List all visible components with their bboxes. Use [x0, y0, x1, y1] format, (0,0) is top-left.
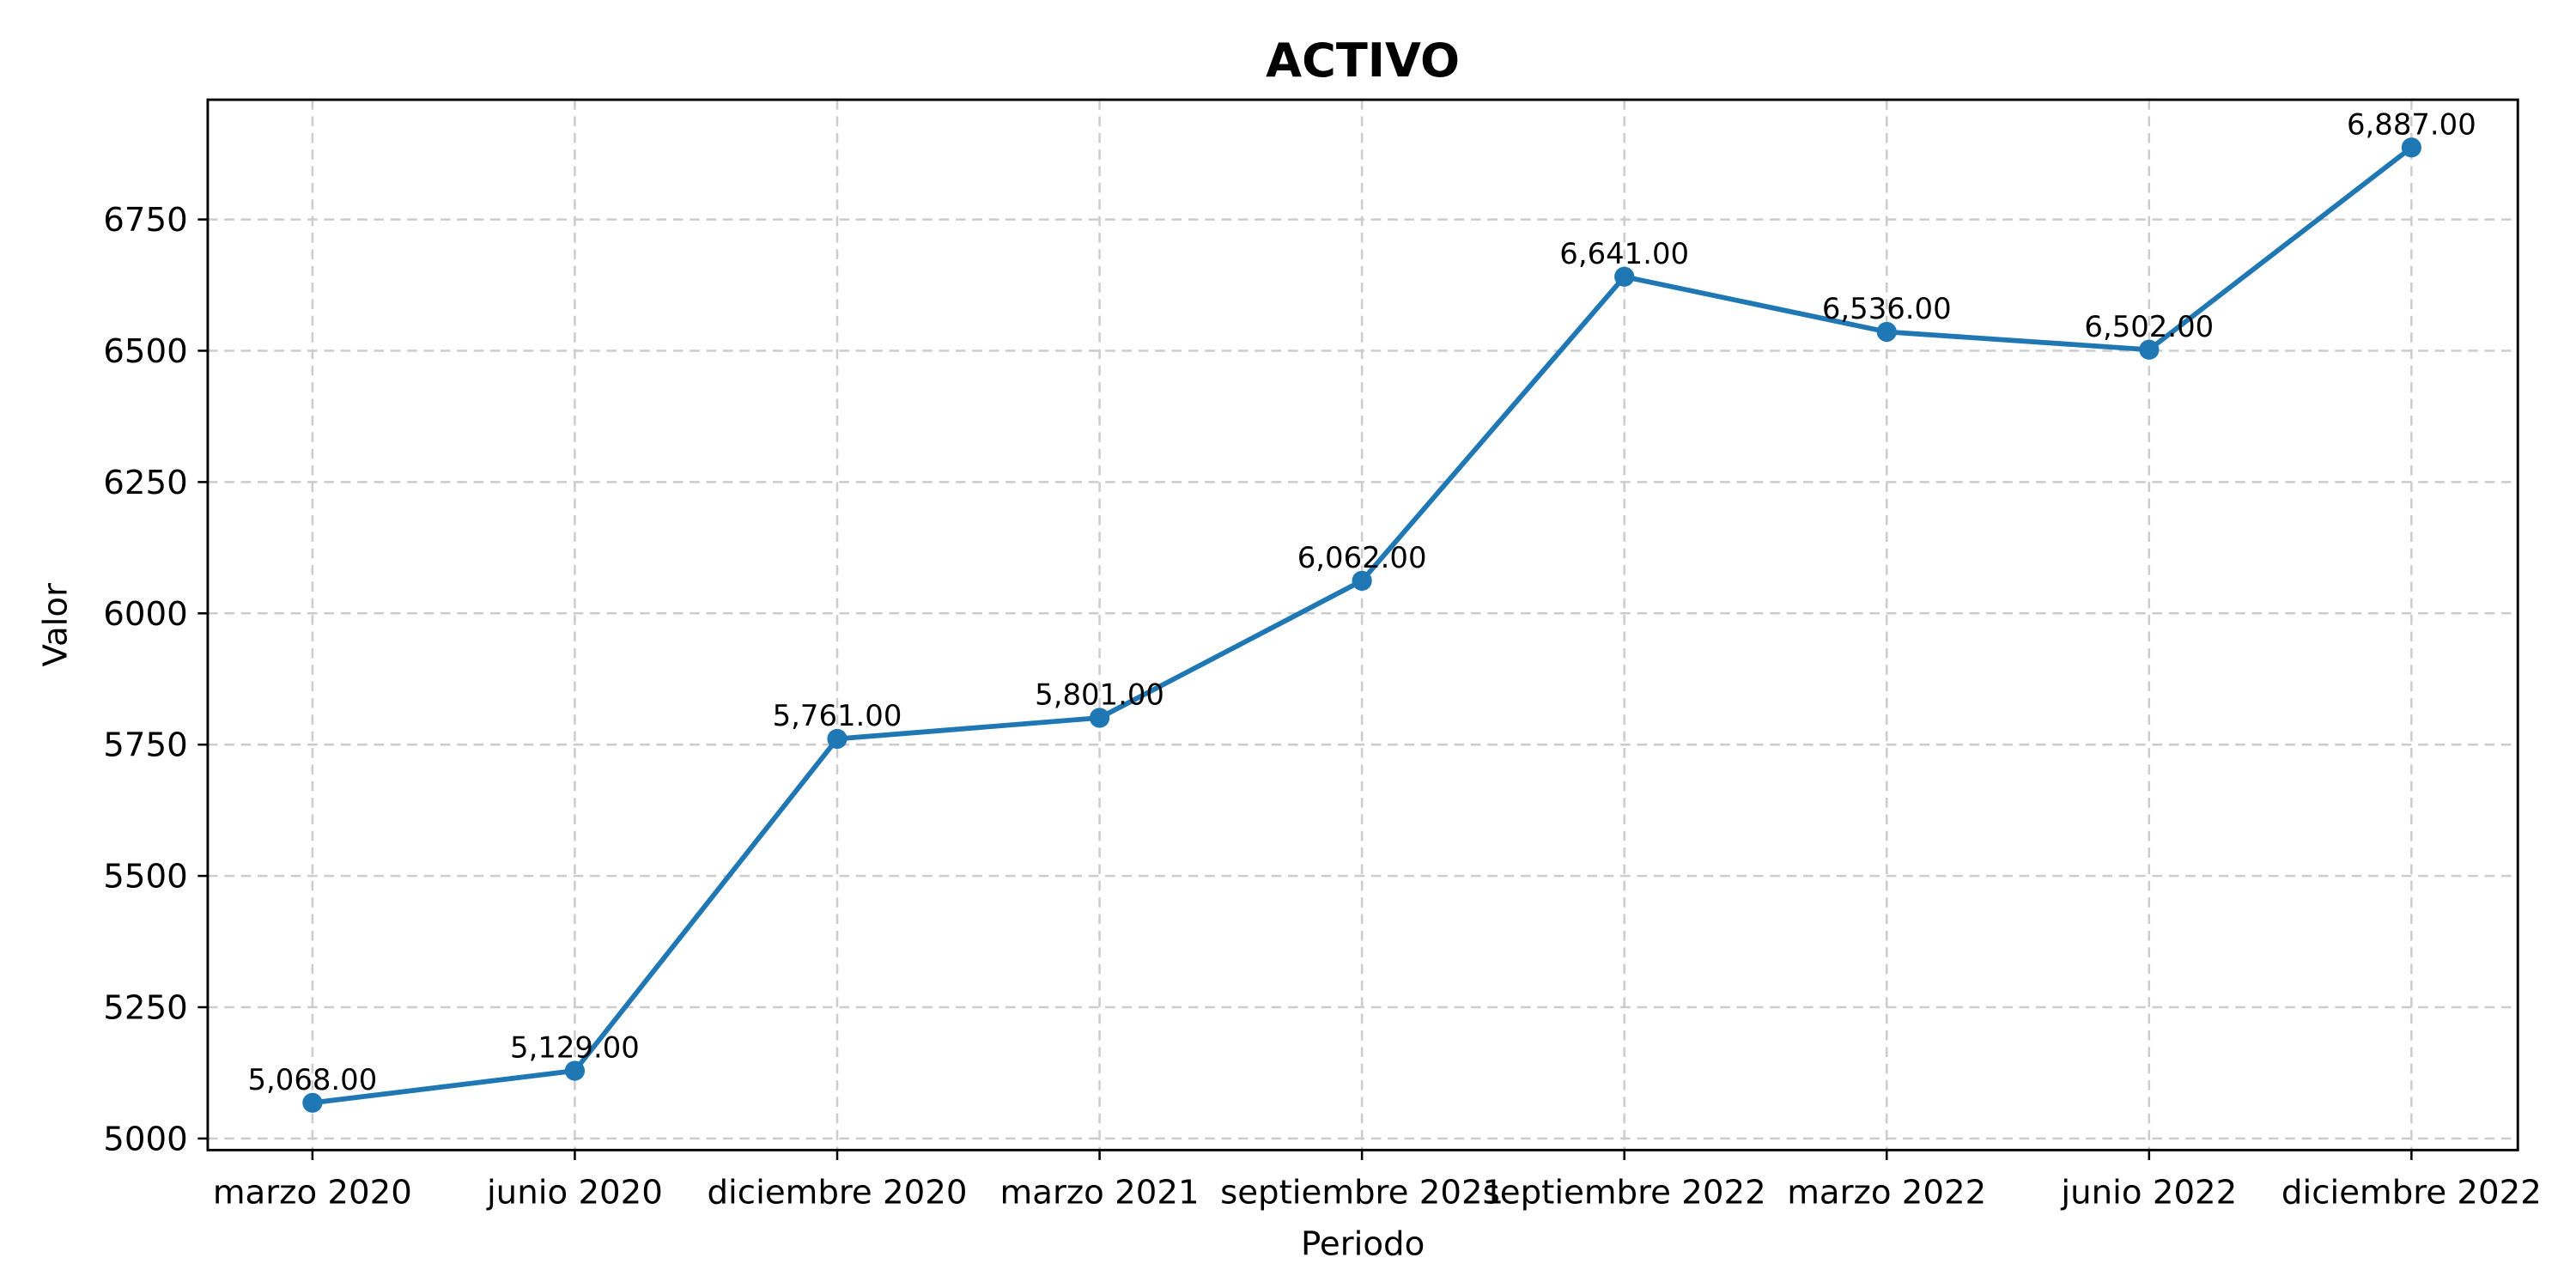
- y-tick-label: 5750: [103, 726, 187, 765]
- data-point: [564, 1060, 586, 1081]
- data-labels: 5,068.00 5,129.00 5,761.00 5,801.00 6,062.00…: [247, 107, 2476, 1097]
- y-tick-label: 5500: [103, 858, 187, 896]
- data-label: 6,536.00: [1822, 292, 1952, 325]
- data-label: 5,761.00: [773, 699, 902, 732]
- data-label: 6,641.00: [1559, 237, 1689, 270]
- x-tick-label: junio 2022: [2060, 1173, 2237, 1212]
- data-point: [1089, 708, 1110, 728]
- plot-frame: [206, 98, 2519, 1151]
- y-tick-label: 5250: [103, 989, 187, 1028]
- y-axis-label: Valor: [36, 583, 75, 667]
- y-tick-label: 6250: [103, 464, 187, 502]
- y-tick-label: 6000: [103, 595, 187, 634]
- x-tick-label: septiembre 2021: [1220, 1173, 1504, 1212]
- x-tick-label: marzo 2022: [1787, 1173, 1986, 1212]
- data-point: [1614, 266, 1635, 287]
- x-tick-label: junio 2020: [486, 1173, 663, 1212]
- grid: [207, 100, 2518, 1151]
- data-point: [827, 728, 848, 750]
- data-point: [302, 1092, 323, 1113]
- chart-title: ACTIVO: [1266, 33, 1460, 88]
- x-axis-label: Periodo: [1301, 1224, 1425, 1263]
- x-tick-label: septiembre 2022: [1483, 1173, 1766, 1212]
- data-point: [1352, 570, 1372, 591]
- y-tick-label: 6500: [103, 332, 187, 371]
- axis-ticks: marzo 2020 junio 2020 diciembre 2020 marzo …: [103, 201, 2542, 1212]
- x-tick-label: diciembre 2020: [708, 1173, 968, 1212]
- data-label: 6,887.00: [2347, 107, 2476, 141]
- x-tick-label: marzo 2020: [213, 1173, 412, 1212]
- x-tick-label: diciembre 2022: [2281, 1173, 2542, 1212]
- data-label: 6,502.00: [2084, 310, 2214, 343]
- y-tick-label: 5000: [103, 1120, 187, 1158]
- y-tick-label: 6750: [103, 201, 187, 240]
- x-tick-label: marzo 2021: [1000, 1173, 1200, 1212]
- data-label: 5,129.00: [510, 1031, 640, 1065]
- data-label: 5,068.00: [247, 1063, 377, 1097]
- data-point: [1876, 321, 1897, 343]
- data-point: [2401, 137, 2421, 158]
- data-points: [302, 137, 2421, 1113]
- data-label: 5,801.00: [1035, 678, 1164, 712]
- data-point: [2139, 339, 2160, 360]
- data-label: 6,062.00: [1297, 541, 1427, 574]
